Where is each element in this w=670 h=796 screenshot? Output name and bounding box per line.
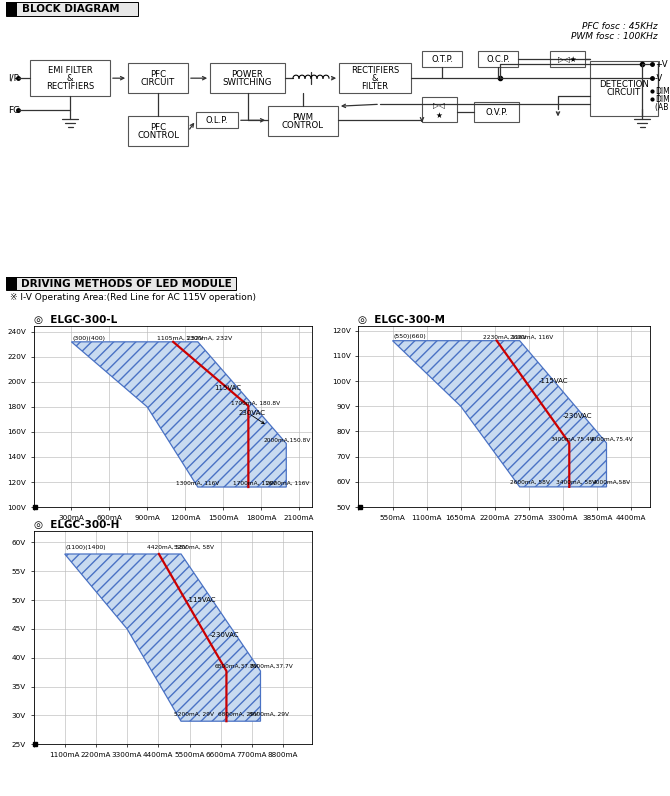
Text: 5200mA, 58V: 5200mA, 58V [174, 544, 214, 549]
Text: 5200mA, 29V: 5200mA, 29V [174, 712, 214, 716]
Text: CIRCUIT: CIRCUIT [141, 78, 175, 87]
Text: +V: +V [655, 60, 667, 68]
Text: &: & [372, 74, 379, 83]
Bar [6, 2, 138, 16]
Text: 2600mA, 116V: 2600mA, 116V [511, 334, 553, 339]
Text: 3400mA,75.4V: 3400mA,75.4V [551, 436, 594, 442]
Bar [196, 112, 238, 128]
Text: 230VAC: 230VAC [239, 410, 265, 416]
Text: POWER: POWER [232, 70, 263, 79]
Text: 2230mA, 116V: 2230mA, 116V [483, 334, 527, 339]
Text: BLOCK DIAGRAM: BLOCK DIAGRAM [22, 4, 120, 14]
Text: DETECTION: DETECTION [599, 80, 649, 89]
Bar [128, 116, 188, 146]
Text: PWM: PWM [292, 113, 314, 122]
Text: I/P: I/P [8, 74, 19, 83]
Text: 2000mA, 116V: 2000mA, 116V [266, 481, 310, 486]
Text: 1700mA, 116V: 1700mA, 116V [233, 481, 277, 486]
Text: PFC: PFC [150, 123, 166, 132]
Bar [6, 2, 17, 16]
Bar [128, 63, 188, 93]
Bar [6, 277, 236, 291]
Text: FILTER: FILTER [362, 82, 389, 91]
Bar [590, 61, 658, 116]
Bar [422, 51, 462, 67]
Text: -230VAC: -230VAC [210, 632, 239, 638]
Text: 1300mA, 232V: 1300mA, 232V [186, 336, 232, 341]
Text: 4420mA, 58V: 4420mA, 58V [147, 544, 187, 549]
Text: 3400mA, 58V: 3400mA, 58V [555, 479, 596, 484]
Bar [6, 277, 17, 291]
Text: 1300mA, 116V: 1300mA, 116V [176, 481, 220, 486]
Text: (550)(660): (550)(660) [393, 334, 426, 339]
Text: ▷◁
★: ▷◁ ★ [433, 100, 445, 120]
Text: (1100)(1400): (1100)(1400) [65, 544, 106, 549]
Bar [6, 277, 17, 291]
Text: CIRCUIT: CIRCUIT [607, 88, 641, 97]
Bar [339, 63, 411, 93]
Text: RECTIFIERS: RECTIFIERS [46, 82, 94, 91]
Text: ※ I-V Operating Area:(Red Line for AC 115V operation): ※ I-V Operating Area:(Red Line for AC 11… [10, 293, 256, 302]
Text: -115VAC: -115VAC [538, 378, 567, 384]
Text: O.C.P.: O.C.P. [486, 55, 510, 64]
Bar [268, 106, 338, 136]
Text: 4000mA,58V: 4000mA,58V [593, 479, 631, 484]
Text: 2600mA, 58V: 2600mA, 58V [510, 479, 549, 484]
Bar [478, 51, 518, 67]
Bar [550, 51, 585, 67]
Bar [422, 97, 457, 123]
Text: 6800mA, 29V: 6800mA, 29V [218, 712, 258, 716]
Text: ◎  ELGC-300-L: ◎ ELGC-300-L [34, 314, 117, 325]
Text: CONTROL: CONTROL [282, 121, 324, 130]
Text: FG: FG [8, 106, 20, 115]
Text: O.L.P.: O.L.P. [206, 115, 228, 125]
Text: (300)(400): (300)(400) [72, 336, 105, 341]
Polygon shape [65, 554, 261, 721]
Bar [6, 2, 17, 16]
Text: -115VAC: -115VAC [187, 597, 216, 603]
Bar [474, 102, 519, 123]
Text: DIM-: DIM- [655, 95, 670, 103]
Text: 6800mA,37.7V: 6800mA,37.7V [215, 664, 259, 669]
Text: DRIVING METHODS OF LED MODULE: DRIVING METHODS OF LED MODULE [21, 279, 232, 289]
Text: PFC fosc : 45KHz: PFC fosc : 45KHz [582, 21, 658, 30]
Text: 1700mA, 180.8V: 1700mA, 180.8V [230, 400, 280, 406]
Text: -V: -V [655, 74, 663, 83]
Text: DIM+: DIM+ [655, 87, 670, 96]
Text: 8000mA,37.7V: 8000mA,37.7V [249, 664, 293, 669]
Text: 4000mA,75.4V: 4000mA,75.4V [590, 436, 634, 442]
Text: 2000mA,150.8V: 2000mA,150.8V [263, 439, 311, 443]
Text: 115VAC: 115VAC [214, 385, 241, 391]
Text: -230VAC: -230VAC [563, 413, 592, 419]
Text: PFC: PFC [150, 70, 166, 79]
Polygon shape [72, 341, 286, 487]
Text: &: & [67, 74, 73, 83]
Text: RECTIFIERS: RECTIFIERS [351, 65, 399, 75]
Bar [30, 60, 110, 96]
Polygon shape [393, 341, 606, 487]
Text: SWITCHING: SWITCHING [222, 78, 272, 87]
Text: 8000mA, 29V: 8000mA, 29V [249, 712, 289, 716]
Text: O.T.P.: O.T.P. [431, 55, 453, 64]
Text: CONTROL: CONTROL [137, 131, 179, 140]
Text: (AB Type): (AB Type) [655, 103, 670, 111]
Text: O.V.P.: O.V.P. [485, 107, 508, 117]
Text: 1105mA, 232V: 1105mA, 232V [157, 336, 204, 341]
Text: ▷◁★: ▷◁★ [557, 55, 576, 64]
Bar [210, 63, 285, 93]
Text: ◎  ELGC-300-H: ◎ ELGC-300-H [34, 520, 119, 530]
Text: PWM fosc : 100KHz: PWM fosc : 100KHz [572, 32, 658, 41]
Text: ◎  ELGC-300-M: ◎ ELGC-300-M [358, 314, 446, 325]
Text: EMI FILTER: EMI FILTER [48, 65, 92, 75]
